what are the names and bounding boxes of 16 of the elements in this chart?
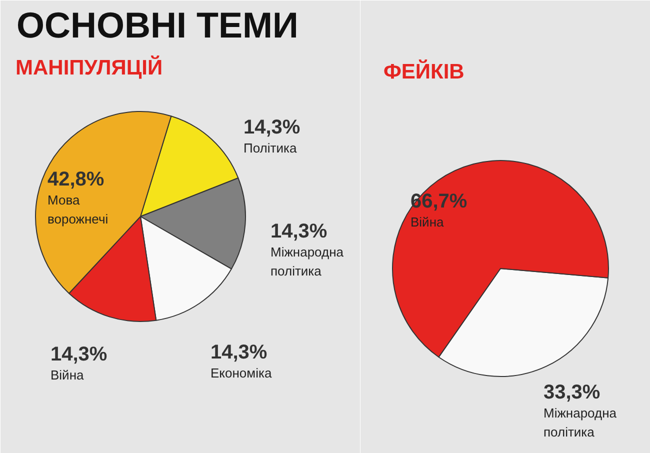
slice-label: Міжнародна політика	[544, 406, 618, 440]
data-label: 14,3%	[50, 344, 108, 366]
chart-subtitle: МАНІПУЛЯЦІЙ	[16, 54, 163, 80]
data-label: 14,3%	[210, 342, 268, 364]
data-label: 14,3%	[244, 116, 300, 138]
data-label: 33,3%	[544, 382, 600, 404]
slice-label: Війна	[50, 368, 84, 382]
slice-label: Міжнародна політика	[270, 244, 344, 278]
slice-label: Війна	[410, 214, 444, 230]
slice-label: Мова ворожнечі	[48, 192, 108, 226]
slice-label: Політика	[244, 140, 298, 156]
slice-label: Економіка	[210, 366, 272, 380]
data-label: 14,3%	[270, 220, 328, 242]
data-label: 42,8%	[48, 168, 104, 190]
chart-title: ОСНОВНІ ТЕМИ	[16, 4, 298, 46]
chart-subtitle: ФЕЙКІВ	[384, 58, 464, 84]
